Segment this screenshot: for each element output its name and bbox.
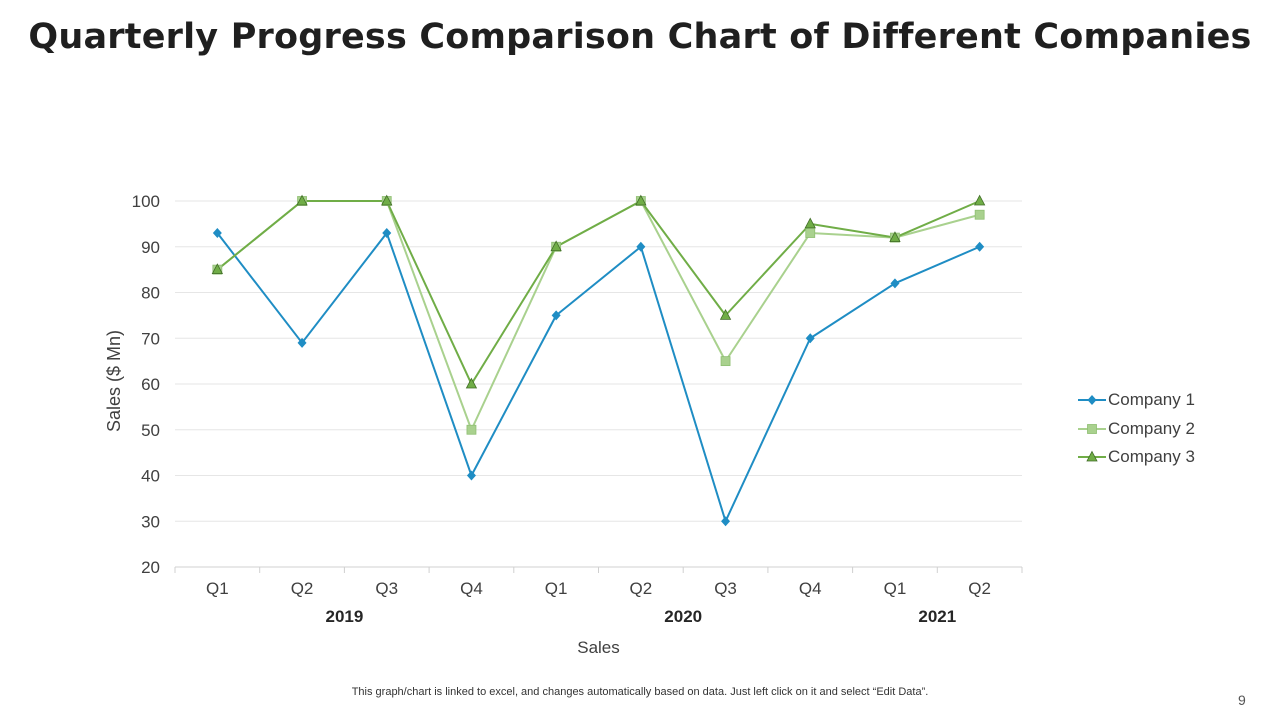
- series-line-3: [216, 200, 981, 385]
- x-tick-label: Q4: [460, 579, 483, 598]
- legend-swatch: [1078, 395, 1106, 406]
- y-tick-label: 50: [141, 421, 160, 440]
- legend-marker: [1087, 423, 1097, 434]
- data-point-series-3: [719, 309, 732, 320]
- x-group-label: 2021: [918, 607, 956, 626]
- data-point-series-1: [636, 241, 646, 252]
- legend-label: Company 3: [1108, 447, 1195, 467]
- x-tick-label: Q3: [375, 579, 398, 598]
- x-tick-label: Q1: [206, 579, 229, 598]
- data-point-series-3: [550, 240, 562, 252]
- legend-marker: [1086, 450, 1098, 462]
- x-tick-label: Q2: [630, 579, 653, 598]
- y-tick-label: 90: [141, 238, 160, 257]
- x-tick-label: Q1: [884, 579, 907, 598]
- legend-swatch: [1078, 450, 1106, 462]
- x-group-label: 2020: [664, 607, 702, 626]
- data-point-series-1: [975, 241, 985, 252]
- x-tick-label: Q4: [799, 579, 822, 598]
- y-tick-label: 20: [141, 558, 160, 577]
- data-point-series-1: [466, 470, 476, 481]
- legend-item: Company 2: [1078, 415, 1195, 444]
- series-line-1: [216, 232, 981, 523]
- data-point-series-1: [890, 278, 900, 289]
- x-tick-label: Q1: [545, 579, 568, 598]
- data-point-series-3: [211, 263, 224, 275]
- chart-title: Quarterly Progress Comparison Chart of D…: [28, 17, 1252, 57]
- data-point-series-1: [551, 310, 561, 321]
- y-tick-label: 100: [132, 192, 160, 211]
- data-point-series-3: [381, 194, 393, 206]
- data-point-series-1: [721, 516, 731, 527]
- x-tick-label: Q3: [714, 579, 737, 598]
- y-tick-label: 60: [141, 375, 160, 394]
- x-tick-label: Q2: [968, 579, 991, 598]
- data-point-series-3: [973, 194, 986, 206]
- legend-swatch: [1078, 423, 1106, 434]
- footnote: This graph/chart is linked to excel, and…: [351, 686, 929, 698]
- data-point-series-1: [805, 333, 815, 344]
- data-point-series-3: [804, 217, 816, 229]
- legend-label: Company 2: [1108, 418, 1195, 438]
- data-point-series-2: [974, 209, 985, 220]
- legend-marker: [1087, 395, 1097, 406]
- series-line-2: [216, 200, 980, 431]
- chart-legend: Company 1 Company 2 Company 3: [1078, 386, 1195, 472]
- legend-label: Company 1: [1108, 390, 1195, 410]
- y-axis-title: Sales ($ Mn): [104, 330, 124, 432]
- data-point-series-3: [635, 194, 647, 206]
- legend-item: Company 1: [1078, 386, 1195, 415]
- line-chart: 20 30 40 50 60 70 80 90 100 Q1 Q2 Q3 Q4 Q1 Q2 Q3 Q4 Q1 Q2 2…: [104, 192, 1023, 657]
- x-axis-title: Sales: [577, 638, 620, 657]
- legend-item: Company 3: [1078, 443, 1195, 472]
- y-tick-label: 30: [141, 512, 160, 531]
- x-tick-label: Q2: [291, 579, 314, 598]
- y-tick-label: 40: [141, 467, 160, 486]
- page-number: 9: [1238, 692, 1246, 708]
- data-point-series-2: [805, 228, 816, 238]
- x-group-label: 2019: [325, 607, 363, 626]
- data-point-series-2: [466, 424, 477, 435]
- y-tick-label: 70: [141, 329, 160, 348]
- data-point-series-1: [297, 337, 307, 348]
- y-tick-label: 80: [141, 284, 160, 303]
- data-point-series-2: [720, 356, 731, 367]
- data-point-series-3: [465, 377, 478, 389]
- data-point-series-3: [889, 231, 901, 243]
- data-point-series-1: [382, 228, 392, 239]
- data-point-series-1: [212, 228, 222, 239]
- data-point-series-3: [296, 194, 308, 206]
